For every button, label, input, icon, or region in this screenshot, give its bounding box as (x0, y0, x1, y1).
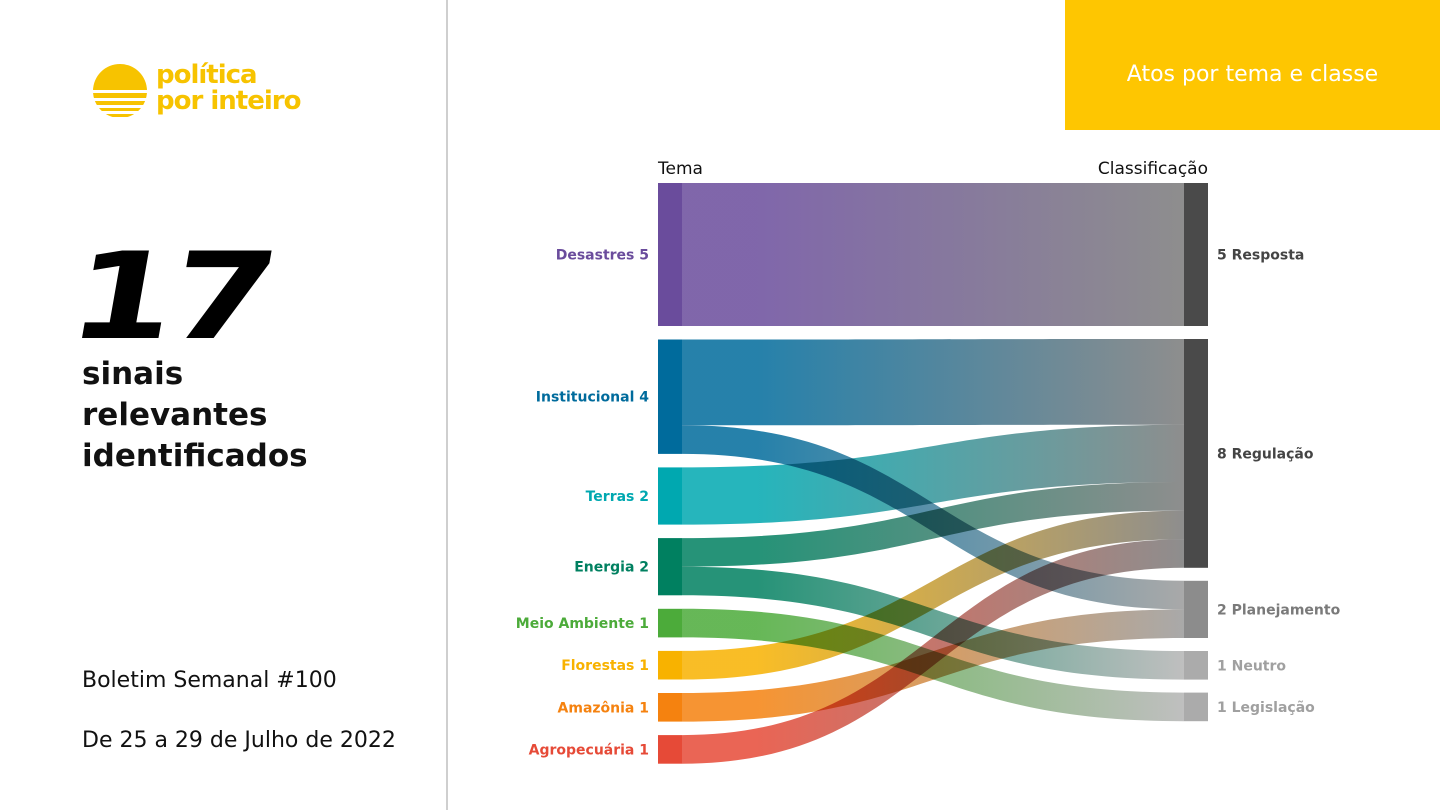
target-node-planejamento (1184, 580, 1208, 638)
target-node-resposta (1184, 183, 1208, 326)
source-label: Desastres 5 (556, 248, 649, 264)
sankey-link-terras-to-regulação (682, 424, 1184, 525)
bulletin-title: Boletim Semanal #100 (82, 668, 337, 693)
source-node-agropecuária (658, 735, 682, 764)
source-node-florestas (658, 650, 682, 680)
panel-divider (446, 0, 448, 810)
sankey-link-energia-to-regulação (682, 482, 1184, 567)
signal-count-label: sinais relevantes identificados (82, 354, 422, 477)
source-label: Meio Ambiente 1 (516, 616, 649, 632)
target-label: 8 Regulação (1217, 446, 1314, 462)
brand-name-line1: política (156, 60, 258, 90)
target-column-header: Classificação (1098, 159, 1208, 179)
signal-label-line2: relevantes (82, 397, 268, 433)
source-label: Energia 2 (574, 560, 649, 576)
source-label: Florestas 1 (561, 658, 649, 674)
source-node-energia (658, 538, 682, 596)
target-node-legislação (1184, 692, 1208, 722)
target-node-regulação (1184, 339, 1208, 568)
source-node-meio-ambiente (658, 608, 682, 638)
signal-label-line3: identificados (82, 438, 308, 474)
signal-count: 17 (59, 228, 283, 367)
left-panel: política por inteiro 17 sinais relevante… (0, 0, 446, 810)
header-badge: Atos por tema e classe (1065, 0, 1440, 130)
source-node-terras (658, 467, 682, 525)
brand-name-line2: por inteiro (156, 86, 301, 116)
source-label: Institucional 4 (536, 390, 649, 406)
signal-label-line1: sinais (82, 356, 184, 392)
target-label: 5 Resposta (1217, 248, 1304, 264)
source-node-desastres (658, 183, 682, 326)
sankey-links (682, 183, 1184, 764)
sankey-link-florestas-to-regulação (682, 510, 1184, 680)
sankey-link-agropecuária-to-regulação (682, 539, 1184, 764)
sankey-link-desastres-to-resposta (682, 183, 1184, 326)
source-label: Amazônia 1 (558, 700, 649, 716)
sun-logo-icon (93, 64, 147, 117)
sankey-chart: Desastres 5 Institucional 4 Terras 2 Energi… (516, 159, 1341, 764)
brand-name: política por inteiro (156, 60, 301, 116)
target-label: 1 Neutro (1217, 658, 1286, 674)
source-node-institucional (658, 339, 682, 454)
source-label: Agropecuária 1 (529, 742, 649, 758)
target-label: 1 Legislação (1217, 700, 1315, 716)
sankey-link-institucional-to-regulação (682, 339, 1184, 426)
target-label: 2 Planejamento (1217, 602, 1341, 618)
bulletin-dates: De 25 a 29 de Julho de 2022 (82, 728, 396, 753)
source-column-header: Tema (657, 159, 703, 179)
source-node-amazônia (658, 693, 682, 722)
target-node-neutro (1184, 651, 1208, 680)
chart-title: Atos por tema e classe (1126, 62, 1379, 87)
sankey-link-energia-to-neutro (682, 566, 1184, 680)
brand-logo: política por inteiro (92, 62, 332, 122)
source-label: Terras 2 (586, 489, 649, 505)
